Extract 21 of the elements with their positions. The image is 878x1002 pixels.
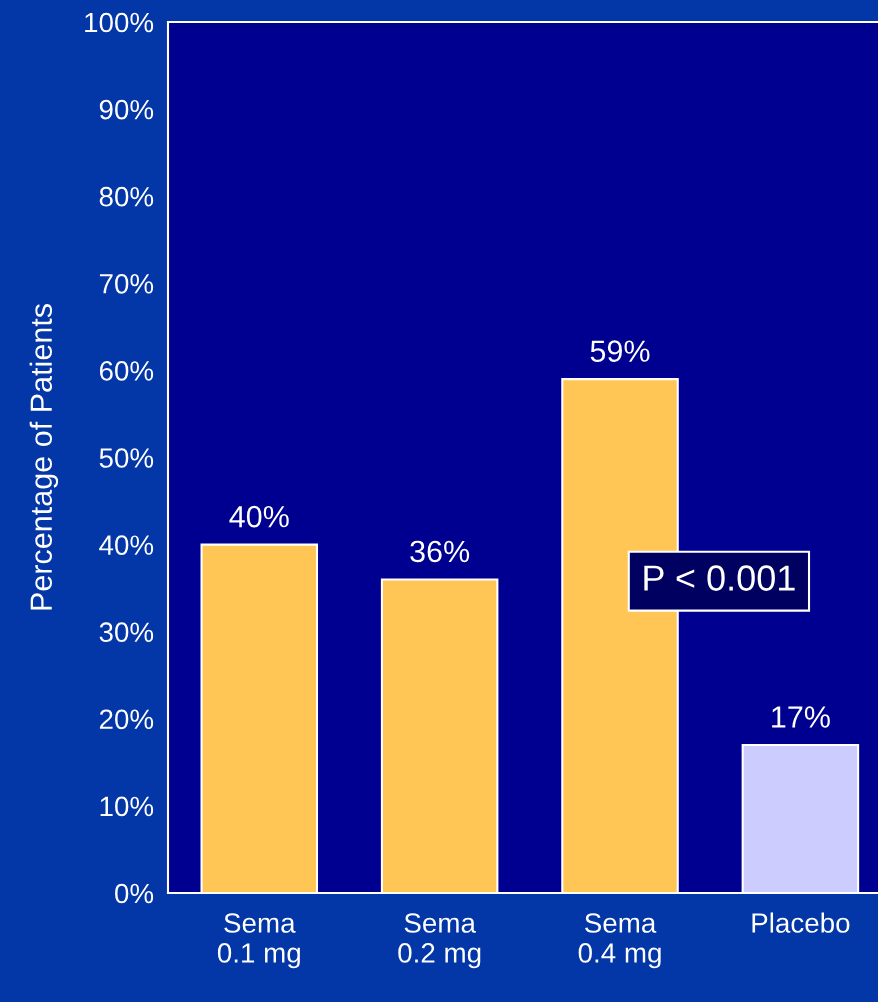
y-tick-label: 70% xyxy=(99,273,154,294)
y-tick-label: 20% xyxy=(99,709,154,730)
y-tick-label: 40% xyxy=(99,535,154,555)
y-tick-label: 50% xyxy=(99,448,154,468)
y-tick-label: 80% xyxy=(99,186,154,207)
y-tick-label: 60% xyxy=(99,361,154,381)
y-tick-label: 100% xyxy=(85,12,154,33)
x-tick-label: Sema 0.4 mg xyxy=(578,913,661,969)
annotation: P < 0.001 xyxy=(644,565,795,591)
y-tick-label: 10% xyxy=(100,796,154,817)
y-axis-title: Percentage of Patients xyxy=(29,304,59,610)
x-tick-label: Sema 0.1 mg xyxy=(217,913,300,969)
data-label: 17% xyxy=(772,706,830,728)
x-tick-label: Placebo xyxy=(752,912,850,933)
y-tick-label: 30% xyxy=(99,622,154,643)
x-tick-label: Sema 0.2 mg xyxy=(398,913,481,969)
y-tick-label: 90% xyxy=(99,99,154,120)
data-label: 59% xyxy=(590,340,650,362)
y-tick-label: 0% xyxy=(115,883,154,904)
data-label: 36% xyxy=(410,540,470,563)
data-label: 40% xyxy=(229,505,289,528)
